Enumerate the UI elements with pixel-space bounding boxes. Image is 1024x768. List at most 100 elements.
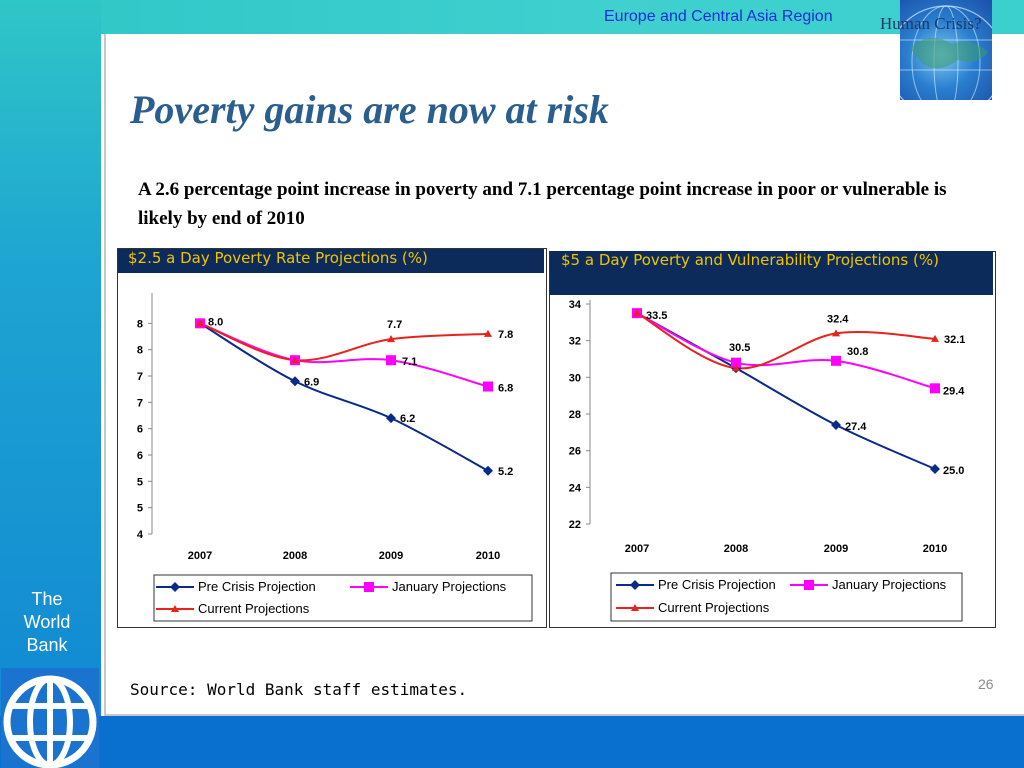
top-band <box>0 0 1024 34</box>
data-label: 25.0 <box>943 465 964 477</box>
data-point <box>731 357 741 368</box>
x-tick-label: 2008 <box>724 543 748 555</box>
world-bank-label: The World Bank <box>0 588 94 657</box>
series-line <box>636 312 936 370</box>
data-point <box>387 335 395 343</box>
y-tick-label: 24 <box>569 482 582 494</box>
data-label: 30.8 <box>847 346 868 358</box>
world-bank-globe-icon <box>3 675 97 768</box>
page-title: Poverty gains are now at risk <box>130 87 609 132</box>
data-point <box>484 329 492 337</box>
data-point <box>290 376 300 387</box>
series-line <box>636 312 936 470</box>
data-label: 8.0 <box>208 316 223 328</box>
bottom-band <box>0 716 1024 768</box>
legend-marker <box>171 605 179 612</box>
y-tick-label: 30 <box>569 372 581 384</box>
x-tick-label: 2007 <box>188 550 212 562</box>
data-label: 7.1 <box>402 356 417 368</box>
chart-title: $5 a Day Poverty and Vulnerability Proje… <box>550 251 993 295</box>
world-bank-logo <box>1 668 99 768</box>
x-tick-label: 2009 <box>824 543 848 555</box>
data-label: 33.5 <box>646 310 667 322</box>
page-number: 26 <box>978 676 994 692</box>
legend-marker <box>630 580 640 590</box>
data-point <box>931 334 939 342</box>
y-tick-label: 34 <box>569 299 582 311</box>
series-line <box>199 322 489 472</box>
y-tick-label: 22 <box>569 519 581 531</box>
chart-panel-2-5-dollar: $2.5 a Day Poverty Rate Projections (%) … <box>117 248 547 628</box>
data-label: 30.5 <box>729 342 750 354</box>
data-label: 27.4 <box>845 421 867 433</box>
legend-label: January Projections <box>832 577 947 592</box>
legend-label: Current Projections <box>198 601 310 616</box>
y-tick-label: 26 <box>569 446 581 458</box>
data-label: 6.8 <box>498 383 513 395</box>
data-point <box>483 381 493 392</box>
y-tick-label: 32 <box>569 336 581 348</box>
data-label: 32.1 <box>944 334 965 346</box>
left-band <box>0 0 101 768</box>
y-tick-label: 5 <box>137 503 143 515</box>
globe-image <box>900 0 992 100</box>
y-tick-label: 8 <box>137 318 143 330</box>
series-line <box>636 312 936 390</box>
chart-2-5-dollar-poverty: 4 5 5 6 6 7 7 8 8 2007 2008 2009 2010 8.0 6.9 6.2 5.2 7.1… <box>137 293 533 622</box>
data-label: 32.4 <box>827 313 849 325</box>
world-bank-label-line2: World <box>23 612 71 632</box>
data-point <box>386 413 396 424</box>
x-tick-label: 2010 <box>476 550 500 562</box>
legend-label: January Projections <box>392 579 507 594</box>
data-point <box>732 364 740 372</box>
x-tick-label: 2010 <box>923 543 947 555</box>
legend-marker <box>631 604 639 611</box>
legend-box <box>153 574 533 622</box>
subtitle: A 2.6 percentage point increase in pover… <box>138 179 947 229</box>
globe-caption: Human Crisis? <box>880 14 982 33</box>
world-bank-label-line1: The <box>31 589 63 609</box>
globe-icon <box>900 5 992 100</box>
series-line <box>199 322 489 362</box>
data-label: 7.7 <box>387 319 402 331</box>
y-tick-label: 28 <box>569 409 581 421</box>
data-point <box>291 356 299 364</box>
legend-marker <box>804 580 814 590</box>
y-tick-label: 6 <box>137 450 143 462</box>
x-tick-label: 2009 <box>379 550 403 562</box>
world-bank-label-line3: Bank <box>26 635 68 655</box>
data-point <box>633 309 641 317</box>
series-line <box>199 322 489 388</box>
data-label: 6.9 <box>304 376 319 388</box>
data-point <box>831 355 841 366</box>
y-tick-label: 5 <box>137 476 143 488</box>
chart-panel-5-dollar: $5 a Day Poverty and Vulnerability Proje… <box>549 251 996 628</box>
y-tick-label: 7 <box>137 371 143 383</box>
data-label: 5.2 <box>498 466 513 478</box>
legend-label: Pre Crisis Projection <box>198 579 316 594</box>
y-tick-label: 4 <box>137 529 144 541</box>
data-label: 29.4 <box>943 385 965 397</box>
legend-marker <box>364 582 374 592</box>
y-tick-label: 8 <box>137 345 143 357</box>
data-label: 7.8 <box>498 329 513 341</box>
source-note: Source: World Bank staff estimates. <box>130 680 468 699</box>
legend-box <box>610 572 963 622</box>
legend-label: Pre Crisis Projection <box>658 577 776 592</box>
data-point <box>832 329 840 337</box>
y-tick-label: 6 <box>137 424 143 436</box>
legend-marker <box>170 582 180 592</box>
chart-5-dollar-vulnerability: 22 24 26 28 30 32 34 2007 2008 2009 2010 33.5 27.4 25… <box>569 299 965 622</box>
data-label: 6.2 <box>400 413 415 425</box>
region-label: Europe and Central Asia Region <box>604 8 833 25</box>
x-tick-label: 2007 <box>625 543 649 555</box>
chart-title: $2.5 a Day Poverty Rate Projections (%) <box>118 249 544 273</box>
y-tick-label: 7 <box>137 397 143 409</box>
data-point <box>930 383 940 394</box>
data-point <box>196 319 204 327</box>
x-tick-label: 2008 <box>283 550 307 562</box>
data-point <box>386 355 396 366</box>
data-point <box>930 464 940 474</box>
data-point <box>831 420 841 430</box>
